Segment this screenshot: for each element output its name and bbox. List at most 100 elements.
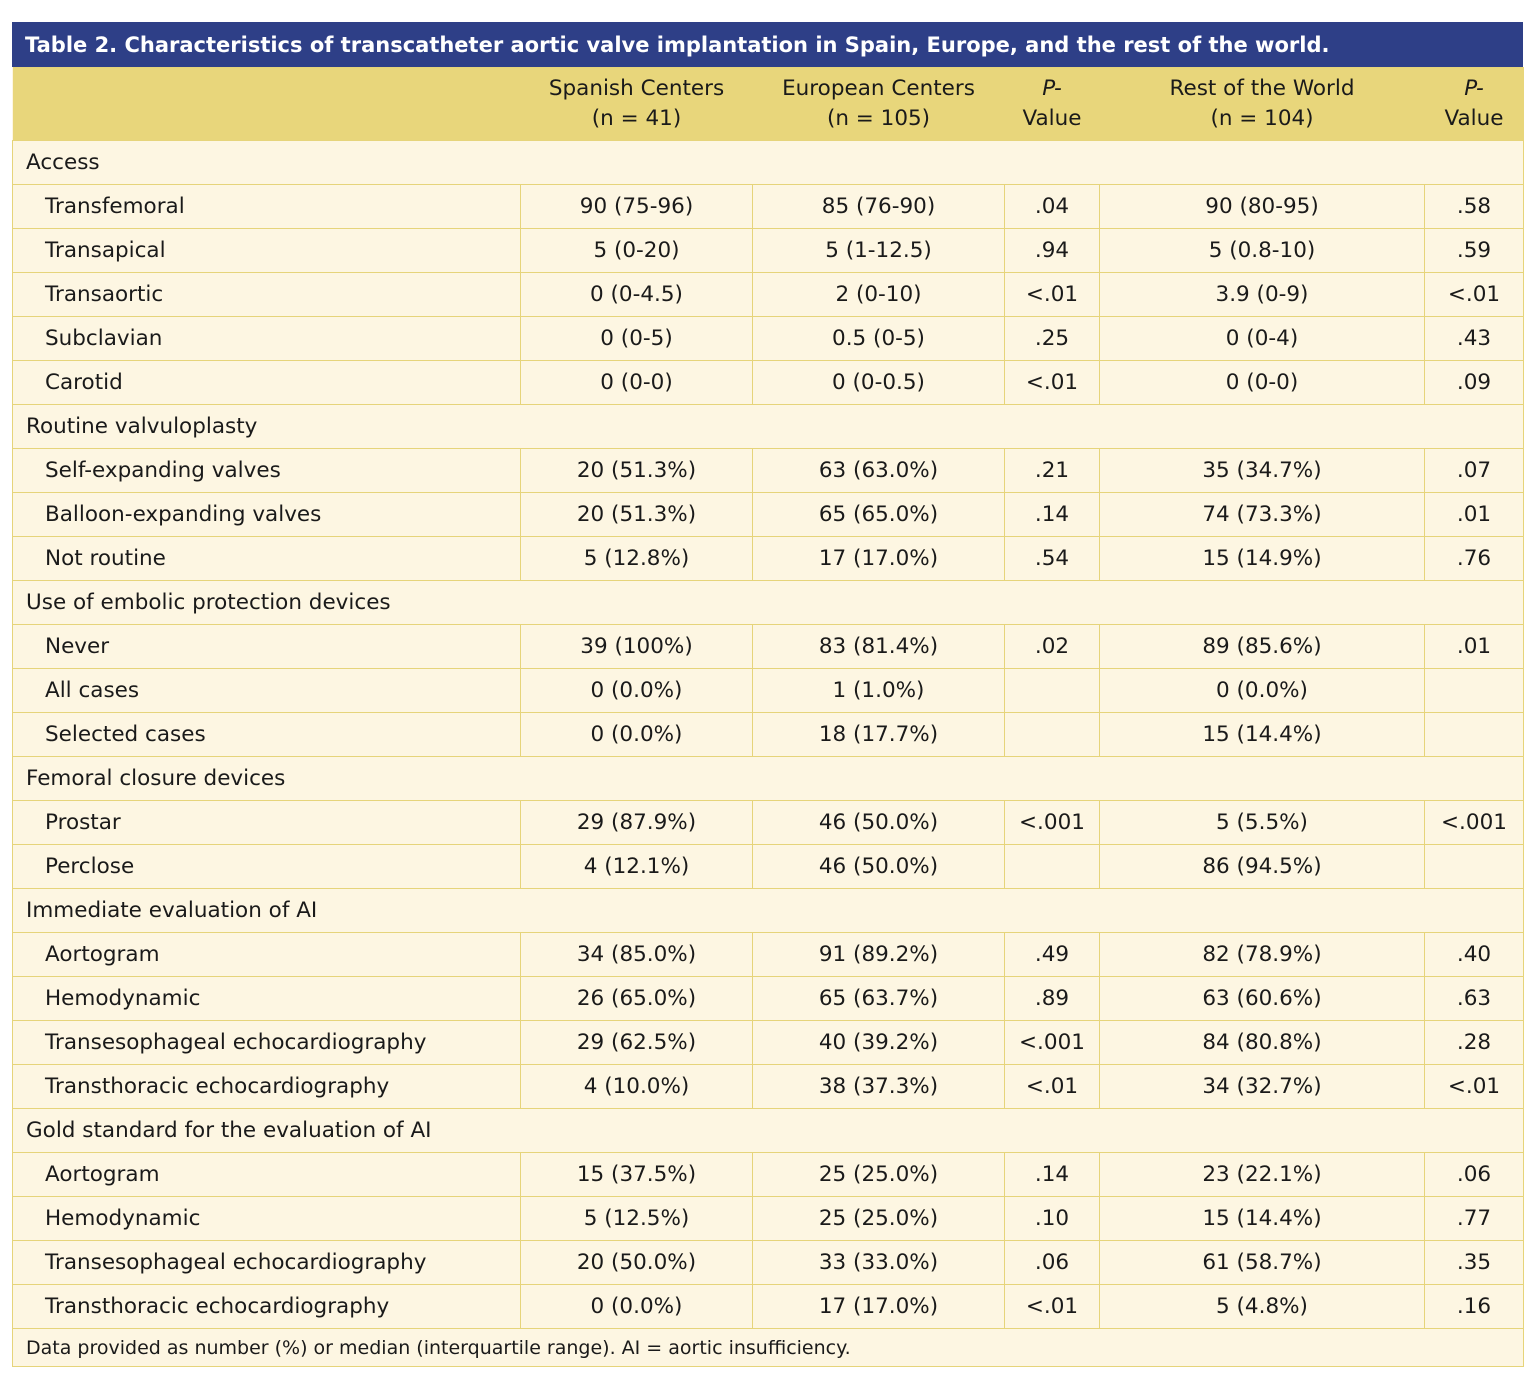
cell: .49 bbox=[1004, 932, 1100, 977]
cell: 65 (63.7%) bbox=[752, 976, 1005, 1021]
table-body: Access Transfemoral 90 (75-96) 85 (76-90) .0… bbox=[12, 140, 1524, 1367]
cell: 2 (0-10) bbox=[752, 272, 1005, 317]
cell: <.001 bbox=[1424, 800, 1524, 845]
table-row: Transthoracic echocardiography 4 (10.0%) 3… bbox=[12, 1064, 1524, 1109]
cell: 5 (12.5%) bbox=[520, 1196, 753, 1241]
cell: 5 (5.5%) bbox=[1099, 800, 1425, 845]
row-label: Aortogram bbox=[12, 932, 521, 977]
table-container: Table 2. Characteristics of transcathete… bbox=[12, 22, 1524, 1367]
row-label: Transthoracic echocardiography bbox=[12, 1064, 521, 1109]
cell: 39 (100%) bbox=[520, 624, 753, 669]
table-row: Not routine 5 (12.8%) 17 (17.0%) .54 15 (14.… bbox=[12, 536, 1524, 581]
cell: 5 (0-20) bbox=[520, 228, 753, 273]
cell: 63 (63.0%) bbox=[752, 448, 1005, 493]
cell: <.01 bbox=[1004, 1284, 1100, 1329]
row-label: Perclose bbox=[12, 844, 521, 889]
table-row: Never 39 (100%) 83 (81.4%) .02 89 (85.6%) .01 bbox=[12, 624, 1524, 669]
cell: 18 (17.7%) bbox=[752, 712, 1005, 757]
table-row: Transfemoral 90 (75-96) 85 (76-90) .04 90 (8… bbox=[12, 184, 1524, 229]
cell: 15 (14.4%) bbox=[1099, 1196, 1425, 1241]
row-label: Transapical bbox=[12, 228, 521, 273]
section-title: Routine valvuloplasty bbox=[12, 404, 1524, 449]
table-row: Transapical 5 (0-20) 5 (1-12.5) .94 5 (0.8-1… bbox=[12, 228, 1524, 273]
row-label: All cases bbox=[12, 668, 521, 713]
footnote: Data provided as number (%) or median (i… bbox=[12, 1328, 1524, 1367]
table-row: Transesophageal echocardiography 29 (62.5… bbox=[12, 1020, 1524, 1065]
header-text: European Centers bbox=[782, 76, 975, 101]
section-row: Femoral closure devices bbox=[12, 756, 1524, 801]
row-label: Hemodynamic bbox=[12, 976, 521, 1021]
section-row: Routine valvuloplasty bbox=[12, 404, 1524, 449]
section-row: Gold standard for the evaluation of AI bbox=[12, 1108, 1524, 1153]
empty-cell bbox=[1004, 668, 1100, 713]
cell: .16 bbox=[1424, 1284, 1524, 1329]
empty-cell bbox=[1424, 844, 1524, 889]
cell: .01 bbox=[1424, 624, 1524, 669]
cell: <.01 bbox=[1424, 1064, 1524, 1109]
cell: 90 (80-95) bbox=[1099, 184, 1425, 229]
cell: .07 bbox=[1424, 448, 1524, 493]
header-cell: European Centers (n = 105) bbox=[752, 67, 1005, 141]
cell: <.01 bbox=[1424, 272, 1524, 317]
cell: 20 (50.0%) bbox=[520, 1240, 753, 1285]
cell: .77 bbox=[1424, 1196, 1524, 1241]
cell: 29 (87.9%) bbox=[520, 800, 753, 845]
cell: 46 (50.0%) bbox=[752, 844, 1005, 889]
cell: 5 (0.8-10) bbox=[1099, 228, 1425, 273]
cell: .06 bbox=[1004, 1240, 1100, 1285]
header-cell bbox=[12, 67, 521, 141]
footnote-row: Data provided as number (%) or median (i… bbox=[12, 1328, 1524, 1367]
cell: 26 (65.0%) bbox=[520, 976, 753, 1021]
table-row: Transaortic 0 (0-4.5) 2 (0-10) <.01 3.9 (0-9… bbox=[12, 272, 1524, 317]
cell: 65 (65.0%) bbox=[752, 492, 1005, 537]
cell: 90 (75-96) bbox=[520, 184, 753, 229]
cell: <.001 bbox=[1004, 1020, 1100, 1065]
header-text: Spanish Centers bbox=[548, 76, 725, 101]
table-row: Carotid 0 (0-0) 0 (0-0.5) <.01 0 (0-0) .09 bbox=[12, 360, 1524, 405]
cell: <.01 bbox=[1004, 360, 1100, 405]
cell: 46 (50.0%) bbox=[752, 800, 1005, 845]
cell: 0 (0.0%) bbox=[520, 712, 753, 757]
cell: 15 (14.4%) bbox=[1099, 712, 1425, 757]
row-label: Transesophageal echocardiography bbox=[12, 1020, 521, 1065]
cell: 29 (62.5%) bbox=[520, 1020, 753, 1065]
cell: 15 (37.5%) bbox=[520, 1152, 753, 1197]
section-title: Access bbox=[12, 140, 1524, 185]
cell: 63 (60.6%) bbox=[1099, 976, 1425, 1021]
header-text: P- bbox=[1042, 76, 1062, 101]
cell: 17 (17.0%) bbox=[752, 536, 1005, 581]
cell: 5 (1-12.5) bbox=[752, 228, 1005, 273]
table-row: Subclavian 0 (0-5) 0.5 (0-5) .25 0 (0-4) .43 bbox=[12, 316, 1524, 361]
cell: .76 bbox=[1424, 536, 1524, 581]
table-title: Table 2. Characteristics of transcathete… bbox=[12, 22, 1523, 67]
cell: 61 (58.7%) bbox=[1099, 1240, 1425, 1285]
row-label: Hemodynamic bbox=[12, 1196, 521, 1241]
table-row: Aortogram 34 (85.0%) 91 (89.2%) .49 82 (78.9… bbox=[12, 932, 1524, 977]
section-title: Gold standard for the evaluation of AI bbox=[12, 1108, 1524, 1153]
cell: .43 bbox=[1424, 316, 1524, 361]
cell: 83 (81.4%) bbox=[752, 624, 1005, 669]
cell: .06 bbox=[1424, 1152, 1524, 1197]
cell: 84 (80.8%) bbox=[1099, 1020, 1425, 1065]
cell: 89 (85.6%) bbox=[1099, 624, 1425, 669]
cell: .25 bbox=[1004, 316, 1100, 361]
cell: 0 (0-0) bbox=[1099, 360, 1425, 405]
table-row: Self-expanding valves 20 (51.3%) 63 (63.0%… bbox=[12, 448, 1524, 493]
cell: .01 bbox=[1424, 492, 1524, 537]
cell: 0 (0.0%) bbox=[1099, 668, 1425, 713]
cell: 86 (94.5%) bbox=[1099, 844, 1425, 889]
cell: 34 (32.7%) bbox=[1099, 1064, 1425, 1109]
cell: .35 bbox=[1424, 1240, 1524, 1285]
row-label: Self-expanding valves bbox=[12, 448, 521, 493]
cell: .04 bbox=[1004, 184, 1100, 229]
row-label: Transthoracic echocardiography bbox=[12, 1284, 521, 1329]
header-text: Value bbox=[1022, 106, 1082, 131]
row-label: Balloon-expanding valves bbox=[12, 492, 521, 537]
table-row: Hemodynamic 26 (65.0%) 65 (63.7%) .89 63 (60… bbox=[12, 976, 1524, 1021]
cell: 33 (33.0%) bbox=[752, 1240, 1005, 1285]
cell: .09 bbox=[1424, 360, 1524, 405]
row-label: Carotid bbox=[12, 360, 521, 405]
cell: .59 bbox=[1424, 228, 1524, 273]
cell: 40 (39.2%) bbox=[752, 1020, 1005, 1065]
